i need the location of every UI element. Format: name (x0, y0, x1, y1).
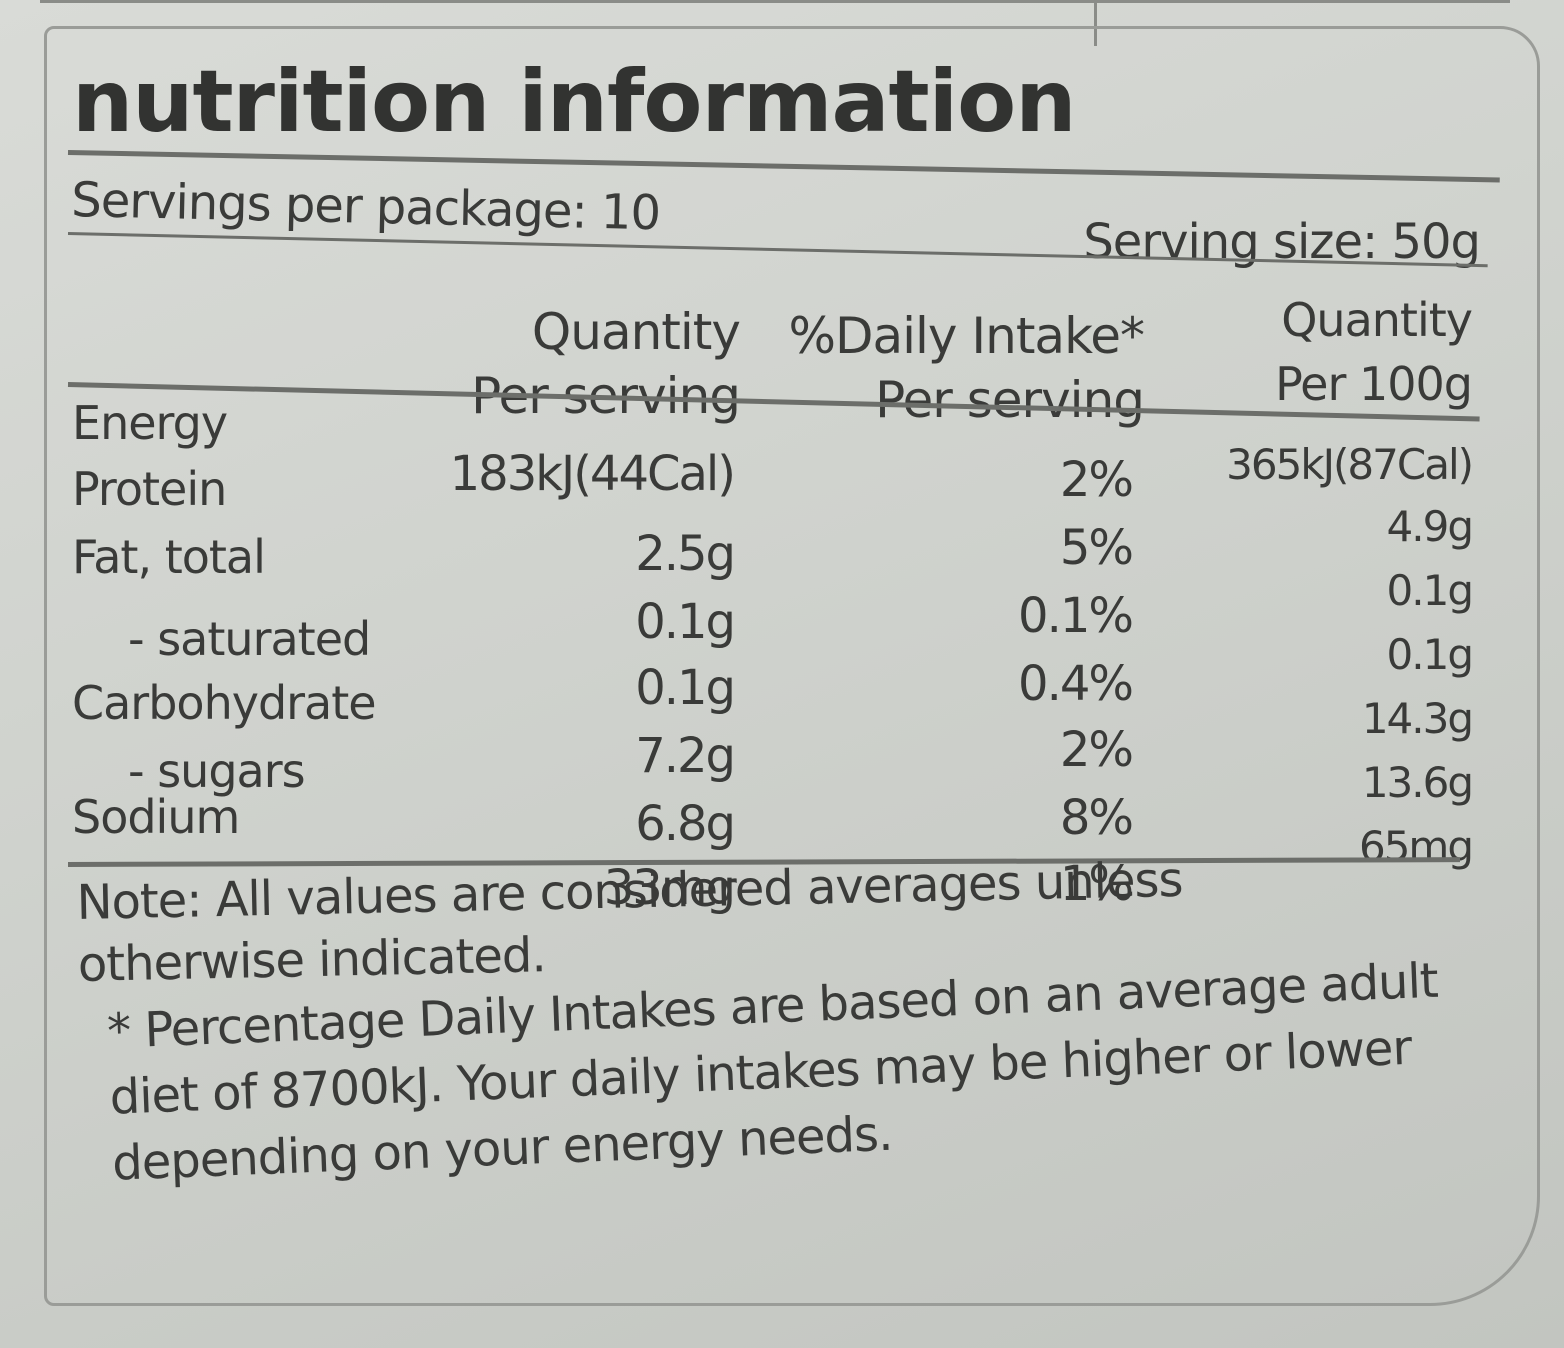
daily-intake-protein: 5% (1059, 520, 1134, 576)
daily-intake-fat-total: 0.1% (1018, 588, 1134, 644)
row-label-energy: Energy (72, 396, 228, 450)
package-seam (1094, 0, 1097, 46)
per-100g-energy: 365kJ(87Cal) (1226, 440, 1474, 489)
nutrition-panel (44, 26, 1540, 1306)
row-label-sodium: Sodium (72, 790, 240, 844)
per-100g-sodium: 65mg (1358, 822, 1474, 871)
daily-intake-energy: 2% (1059, 452, 1134, 508)
per-100g-carbohydrate: 14.3g (1361, 694, 1474, 743)
per-100g-fat-total: 0.1g (1386, 566, 1474, 615)
row-label-sugars: - sugars (128, 744, 306, 798)
per-100g-saturated: 0.1g (1386, 630, 1474, 679)
package-edge-top (40, 0, 1510, 3)
header-qty-per-100g-line2: Per 100g (1275, 357, 1473, 411)
per-serving-saturated: 0.1g (635, 660, 736, 716)
daily-intake-saturated: 0.4% (1018, 656, 1134, 712)
per-serving-carbohydrate: 7.2g (635, 728, 736, 784)
row-label-carbohydrate: Carbohydrate (72, 676, 377, 730)
header-qty-per-100g-line1: Quantity (1281, 293, 1473, 347)
header-daily-intake-line1: %Daily Intake* (788, 307, 1145, 365)
daily-intake-carbohydrate: 2% (1059, 722, 1134, 778)
header-qty-per-serving: Quantity Per serving (471, 300, 741, 428)
row-label-fat-total: Fat, total (72, 530, 266, 584)
header-qty-per-serving-line1: Quantity (531, 303, 741, 361)
row-label-protein: Protein (72, 462, 227, 516)
per-100g-sugars: 13.6g (1361, 758, 1474, 807)
daily-intake-sodium: 1% (1059, 856, 1134, 912)
per-serving-fat-total: 0.1g (635, 594, 736, 650)
per-serving-sodium: 33mg (603, 860, 736, 916)
per-serving-energy: 183kJ(44Cal) (449, 446, 736, 502)
daily-intake-sugars: 8% (1059, 790, 1134, 846)
per-serving-sugars: 6.8g (635, 796, 736, 852)
header-qty-per-100g: Quantity Per 100g (1275, 288, 1473, 416)
per-100g-protein: 4.9g (1386, 502, 1474, 551)
panel-title: nutrition information (72, 52, 1076, 152)
header-daily-intake: %Daily Intake* Per serving (788, 304, 1145, 432)
row-label-saturated: - saturated (128, 612, 371, 666)
per-serving-protein: 2.5g (635, 526, 736, 582)
header-daily-intake-line2: Per serving (875, 371, 1145, 429)
